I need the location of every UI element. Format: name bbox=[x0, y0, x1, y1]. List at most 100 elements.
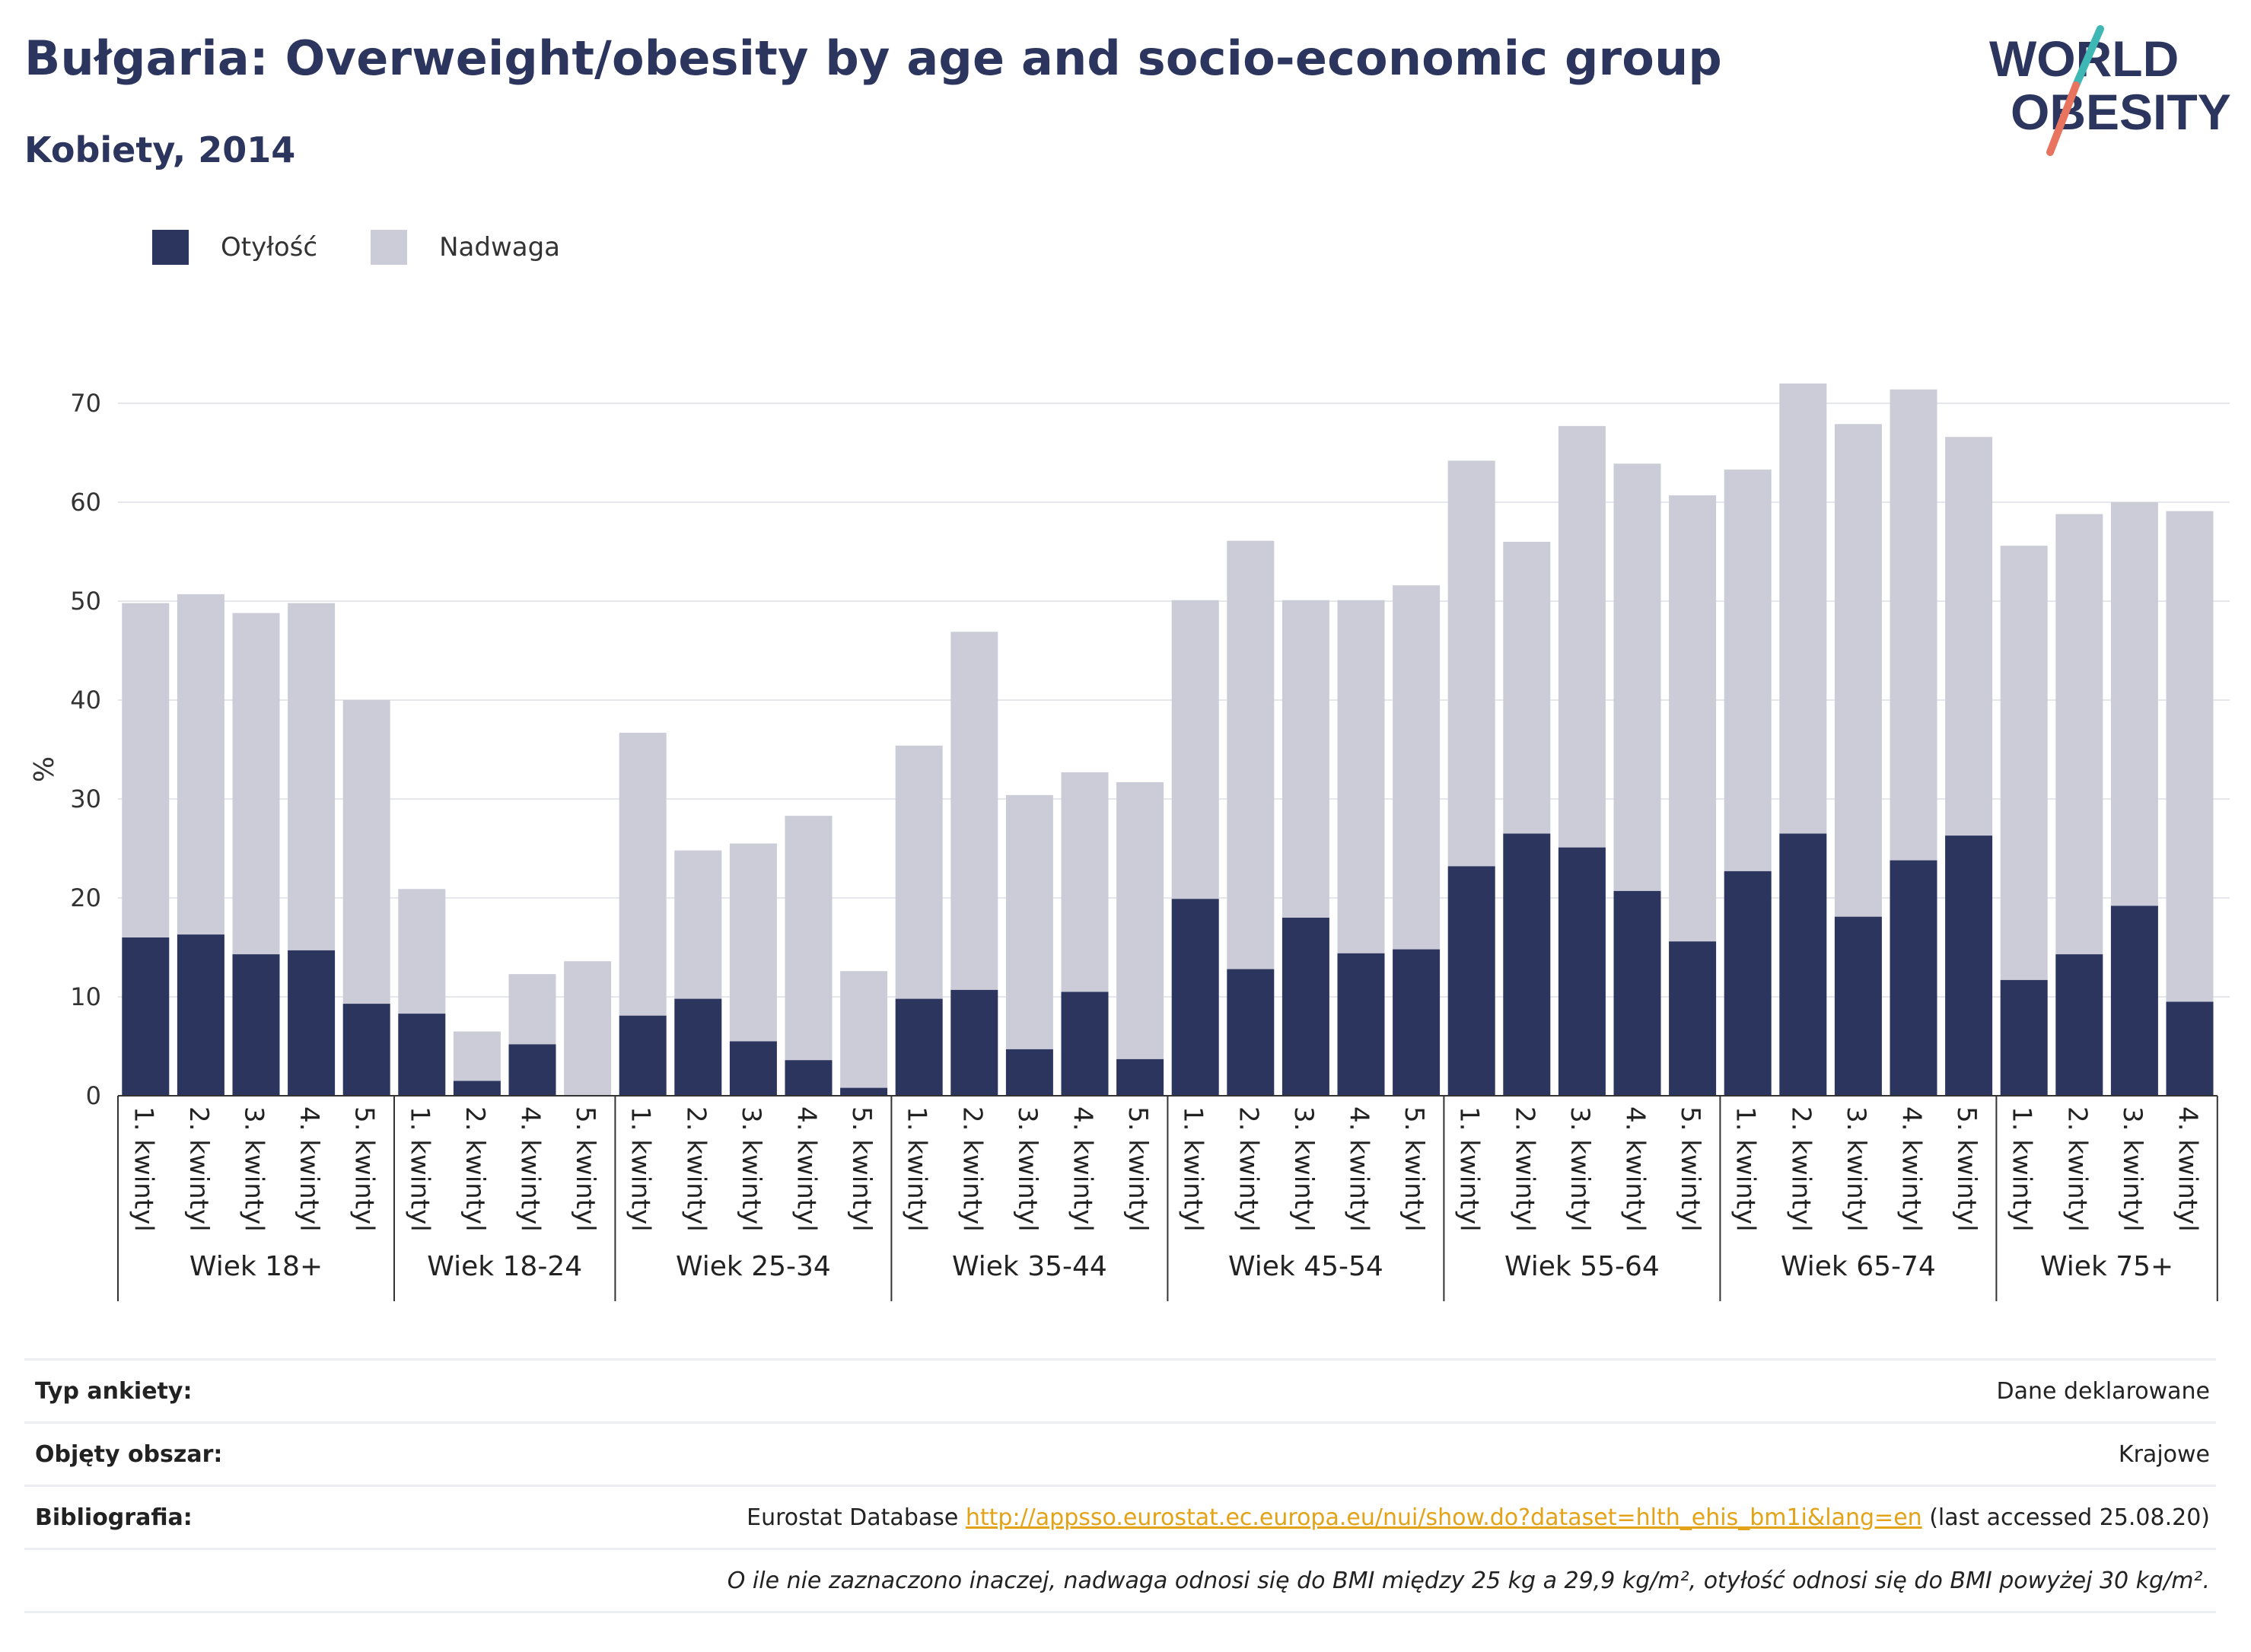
bar-obesity[interactable] bbox=[1447, 866, 1495, 1096]
bar-overweight[interactable] bbox=[1669, 495, 1717, 942]
bar-overweight[interactable] bbox=[619, 732, 667, 1016]
bar-obesity[interactable] bbox=[1613, 890, 1661, 1096]
x-category-label: 4. kwintyl bbox=[1620, 1106, 1651, 1232]
bar-obesity[interactable] bbox=[1337, 953, 1385, 1096]
y-tick-label: 20 bbox=[70, 883, 101, 912]
x-category-label: 3. kwintyl bbox=[239, 1106, 269, 1232]
bar-overweight[interactable] bbox=[288, 603, 336, 950]
bar-overweight[interactable] bbox=[453, 1031, 501, 1081]
bar-overweight[interactable] bbox=[2166, 511, 2214, 1002]
bar-overweight[interactable] bbox=[785, 816, 833, 1061]
bar-obesity[interactable] bbox=[785, 1060, 833, 1096]
bibliography-link[interactable]: http://appsso.eurostat.ec.europa.eu/nui/… bbox=[965, 1504, 1922, 1531]
bar-obesity[interactable] bbox=[398, 1014, 446, 1096]
x-group-label: Wiek 65-74 bbox=[1781, 1251, 1936, 1282]
bar-overweight[interactable] bbox=[177, 594, 224, 935]
x-category-label: 2. kwintyl bbox=[1509, 1106, 1539, 1232]
x-category-label: 5. kwintyl bbox=[349, 1106, 380, 1232]
bar-obesity[interactable] bbox=[1558, 847, 1606, 1096]
x-category-label: 5. kwintyl bbox=[570, 1106, 600, 1232]
bar-overweight[interactable] bbox=[729, 843, 777, 1042]
bar-overweight[interactable] bbox=[2000, 546, 2048, 980]
bar-overweight[interactable] bbox=[122, 603, 170, 937]
bar-obesity[interactable] bbox=[1890, 860, 1937, 1096]
bar-obesity[interactable] bbox=[1116, 1058, 1164, 1096]
bar-obesity[interactable] bbox=[1503, 833, 1551, 1097]
bar-obesity[interactable] bbox=[1171, 899, 1219, 1096]
x-category-label: 3. kwintyl bbox=[1565, 1106, 1595, 1232]
bar-obesity[interactable] bbox=[2000, 979, 2048, 1096]
bar-overweight[interactable] bbox=[232, 613, 280, 955]
bar-overweight[interactable] bbox=[1834, 424, 1882, 917]
bar-overweight[interactable] bbox=[508, 974, 556, 1045]
x-category-label: 1. kwintyl bbox=[404, 1106, 435, 1232]
x-group-label: Wiek 35-44 bbox=[952, 1251, 1107, 1282]
bar-obesity[interactable] bbox=[2166, 1001, 2214, 1097]
legend-item-obesity[interactable]: Otyłość bbox=[152, 230, 317, 265]
bar-overweight[interactable] bbox=[1337, 600, 1385, 953]
bar-overweight[interactable] bbox=[1890, 389, 1937, 861]
bar-obesity[interactable] bbox=[2055, 954, 2103, 1096]
bar-obesity[interactable] bbox=[453, 1081, 501, 1097]
bar-overweight[interactable] bbox=[398, 889, 446, 1014]
meta-val-bibliography: Eurostat Database http://appsso.eurostat… bbox=[747, 1504, 2210, 1531]
bar-obesity[interactable] bbox=[1282, 918, 1329, 1096]
bar-overweight[interactable] bbox=[1005, 794, 1053, 1049]
bar-overweight[interactable] bbox=[342, 700, 390, 1004]
y-tick-label: 60 bbox=[70, 488, 101, 517]
x-category-label: 2. kwintyl bbox=[183, 1106, 214, 1232]
metadata-table: Typ ankiety: Dane deklarowane Objęty obs… bbox=[24, 1358, 2216, 1613]
bar-obesity[interactable] bbox=[232, 954, 280, 1096]
legend-item-overweight[interactable]: Nadwaga bbox=[371, 230, 560, 265]
bar-overweight[interactable] bbox=[1724, 469, 1772, 871]
bar-overweight[interactable] bbox=[1171, 600, 1219, 899]
bar-obesity[interactable] bbox=[1005, 1049, 1053, 1096]
bar-overweight[interactable] bbox=[1945, 437, 1993, 836]
bar-obesity[interactable] bbox=[950, 989, 998, 1096]
bar-overweight[interactable] bbox=[1227, 540, 1275, 969]
bar-obesity[interactable] bbox=[1834, 916, 1882, 1096]
bar-overweight[interactable] bbox=[895, 745, 943, 999]
bar-obesity[interactable] bbox=[177, 934, 224, 1096]
bar-obesity[interactable] bbox=[1669, 941, 1717, 1096]
bar-overweight[interactable] bbox=[2110, 502, 2158, 906]
bar-overweight[interactable] bbox=[564, 961, 612, 1096]
x-category-label: 1. kwintyl bbox=[902, 1106, 932, 1232]
x-category-label: 4. kwintyl bbox=[2173, 1106, 2203, 1232]
bar-overweight[interactable] bbox=[674, 850, 722, 999]
bar-overweight[interactable] bbox=[950, 632, 998, 990]
y-tick-label: 40 bbox=[70, 686, 101, 715]
bar-overweight[interactable] bbox=[1282, 600, 1329, 918]
bar-overweight[interactable] bbox=[2055, 514, 2103, 955]
bar-obesity[interactable] bbox=[2110, 906, 2158, 1096]
x-category-label: 2. kwintyl bbox=[2062, 1106, 2092, 1232]
bar-obesity[interactable] bbox=[1779, 833, 1827, 1097]
bar-obesity[interactable] bbox=[840, 1087, 888, 1096]
bar-obesity[interactable] bbox=[508, 1044, 556, 1096]
bar-obesity[interactable] bbox=[1393, 949, 1441, 1096]
bar-overweight[interactable] bbox=[1116, 781, 1164, 1059]
bar-obesity[interactable] bbox=[1061, 992, 1109, 1097]
bar-obesity[interactable] bbox=[1724, 871, 1772, 1096]
x-category-label: 1. kwintyl bbox=[626, 1106, 656, 1232]
bar-obesity[interactable] bbox=[342, 1004, 390, 1096]
bar-overweight[interactable] bbox=[1393, 585, 1441, 950]
bar-obesity[interactable] bbox=[619, 1015, 667, 1096]
bar-overweight[interactable] bbox=[1503, 542, 1551, 834]
bar-overweight[interactable] bbox=[1779, 384, 1827, 834]
x-category-label: 5. kwintyl bbox=[1399, 1106, 1429, 1232]
bar-overweight[interactable] bbox=[1558, 425, 1606, 848]
bar-obesity[interactable] bbox=[288, 950, 336, 1096]
bar-obesity[interactable] bbox=[122, 937, 170, 1096]
bar-overweight[interactable] bbox=[840, 971, 888, 1088]
x-category-label: 4. kwintyl bbox=[791, 1106, 822, 1232]
bar-overweight[interactable] bbox=[1613, 463, 1661, 891]
bar-obesity[interactable] bbox=[1227, 969, 1275, 1096]
bar-obesity[interactable] bbox=[1945, 836, 1993, 1096]
bar-overweight[interactable] bbox=[1061, 772, 1109, 992]
bar-obesity[interactable] bbox=[895, 998, 943, 1096]
x-group-label: Wiek 25-34 bbox=[676, 1251, 831, 1282]
bar-overweight[interactable] bbox=[1447, 460, 1495, 867]
bar-obesity[interactable] bbox=[729, 1041, 777, 1097]
bar-obesity[interactable] bbox=[674, 998, 722, 1096]
